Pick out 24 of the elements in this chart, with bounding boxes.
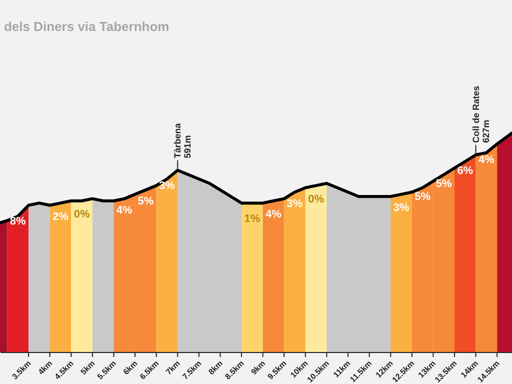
- series-label: 2%: [52, 210, 69, 223]
- series-label: 8%: [10, 215, 26, 228]
- series-label: 5%: [436, 178, 452, 190]
- series-label: 0%: [74, 208, 90, 221]
- series-label: 1%: [244, 213, 260, 226]
- x-tick-label: 8km: [206, 358, 224, 377]
- series-label: 4%: [266, 208, 282, 221]
- x-tick-label: 9km: [249, 358, 268, 377]
- series-label: 5%: [138, 196, 154, 208]
- series-label: 0%: [308, 193, 324, 206]
- chart-title: dels Diners via Tabernhom: [4, 19, 170, 34]
- x-tick-label: 4km: [36, 358, 54, 377]
- x-tick-label: 6km: [122, 358, 140, 377]
- series-label: 4%: [116, 204, 133, 216]
- x-tick-label: 5km: [78, 358, 97, 377]
- series-label: 3%: [159, 180, 176, 192]
- annotation: Tàrbena 591m: [172, 122, 193, 158]
- annotation: Coll de Rates 627m: [470, 86, 491, 143]
- series-label: 5%: [414, 191, 431, 204]
- series-label: 4%: [478, 154, 495, 166]
- series-label: 3%: [393, 202, 410, 214]
- x-tick-label: 7km: [164, 358, 182, 377]
- series-label: 6%: [457, 164, 474, 177]
- series-label: 3%: [286, 198, 303, 210]
